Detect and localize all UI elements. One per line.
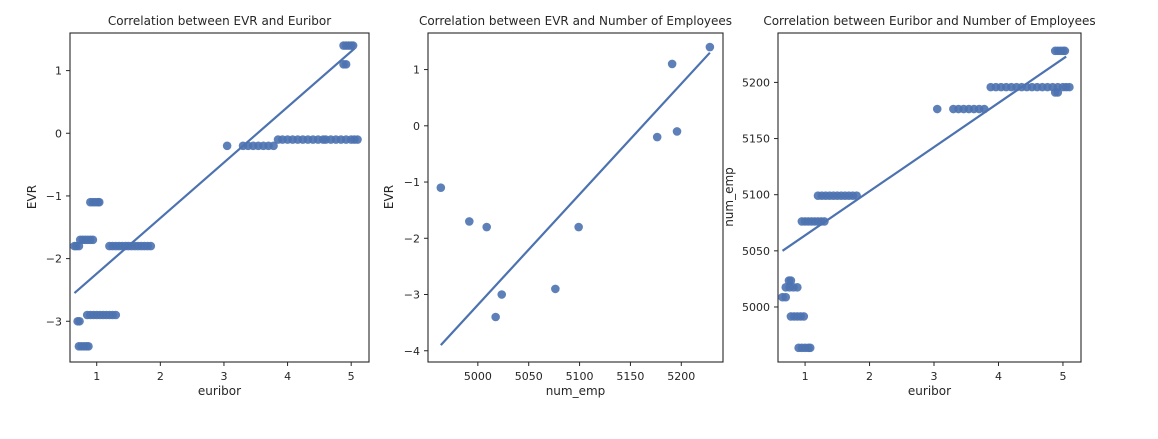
scatter-point — [341, 60, 351, 69]
x-tick-label: 5200 — [667, 370, 695, 383]
scatter-point — [146, 241, 156, 251]
y-tick-label: 5150 — [742, 133, 770, 146]
x-tick-label: 4 — [284, 370, 291, 383]
chart-1: Correlation between EVR and Euribor 1 2 3 4 5… — [25, 14, 370, 398]
scatter-point — [94, 197, 104, 207]
x-tick-label: 1 — [93, 370, 100, 383]
chart-title: Correlation between EVR and Number of Em… — [419, 14, 732, 28]
y-tick-label: −1 — [46, 190, 62, 203]
scatter-point — [222, 141, 232, 151]
scatter-point — [84, 342, 93, 351]
scatter-point — [1065, 82, 1074, 92]
scatter-point — [705, 42, 715, 52]
regression-line — [73, 47, 356, 294]
scatter-point — [353, 135, 362, 144]
y-tick-label: −3 — [46, 315, 62, 328]
scatter-point — [465, 217, 474, 226]
x-tick-label: 3 — [931, 370, 938, 383]
x-axis-label: num_emp — [546, 384, 606, 398]
scatter-point — [932, 104, 942, 114]
x-tick-label: 5000 — [464, 370, 492, 383]
y-tick-label: 5200 — [742, 76, 770, 89]
x-tick-label: 5050 — [515, 370, 543, 383]
y-tick-label: −4 — [404, 345, 420, 358]
y-axis-label: num_emp — [722, 167, 736, 227]
axes-frame — [777, 32, 1082, 363]
scatter-point — [551, 284, 560, 294]
regression-line — [781, 55, 1067, 252]
y-tick-label: 5050 — [742, 245, 770, 258]
x-tick-label: 2 — [157, 370, 164, 383]
y-tick-label: −2 — [46, 253, 62, 266]
scatter-point — [574, 222, 583, 232]
scatter-point — [88, 235, 98, 245]
scatter-point — [482, 222, 491, 232]
y-tick-label: 0 — [55, 127, 62, 140]
y-tick-label: −3 — [404, 289, 420, 302]
scatter-point — [1053, 88, 1063, 97]
scatter-point — [652, 132, 662, 142]
scatter-point — [781, 292, 791, 302]
y-axis-label: EVR — [25, 185, 39, 209]
x-tick-label: 2 — [866, 370, 873, 383]
scatter-point — [793, 283, 802, 292]
x-tick-label: 3 — [220, 370, 227, 383]
x-tick-label: 5 — [348, 370, 355, 383]
scatter-point — [799, 312, 809, 321]
regression-line — [440, 51, 711, 346]
chart-title: Correlation between EVR and Euribor — [108, 14, 331, 28]
y-tick-label: 5000 — [742, 301, 770, 314]
y-tick-label: −1 — [404, 176, 420, 189]
x-tick-label: 5100 — [566, 370, 594, 383]
y-tick-label: −2 — [404, 232, 420, 245]
x-tick-label: 5 — [1059, 370, 1066, 383]
y-tick-label: 1 — [413, 64, 420, 77]
scatter-point — [269, 141, 278, 151]
scatter-point — [436, 183, 446, 192]
axes-frame — [69, 32, 370, 363]
chart-title: Correlation between Euribor and Number o… — [763, 14, 1095, 28]
chart-2: Correlation between EVR and Number of Em… — [382, 14, 732, 398]
x-tick-label: 5150 — [616, 370, 644, 383]
x-axis-label: euribor — [198, 384, 241, 398]
y-tick-label: 0 — [413, 120, 420, 133]
scatter-point — [75, 316, 84, 326]
scatter-point — [1060, 46, 1070, 56]
scatter-point — [348, 41, 358, 50]
y-tick-label: 5100 — [742, 189, 770, 202]
scatter-point — [786, 276, 796, 285]
chart-3: Correlation between Euribor and Number o… — [722, 14, 1096, 398]
y-tick-label: 1 — [55, 65, 62, 78]
scatter-point — [805, 343, 815, 353]
scatter-point — [497, 290, 507, 299]
scatter-point — [667, 59, 677, 69]
scatter-point — [672, 127, 682, 136]
scatter-point — [491, 312, 500, 322]
axes-frame — [427, 32, 724, 363]
x-axis-label: euribor — [908, 384, 951, 398]
scatter-point — [111, 310, 121, 320]
x-tick-label: 1 — [802, 370, 809, 383]
x-tick-label: 4 — [995, 370, 1002, 383]
y-axis-label: EVR — [382, 185, 396, 209]
